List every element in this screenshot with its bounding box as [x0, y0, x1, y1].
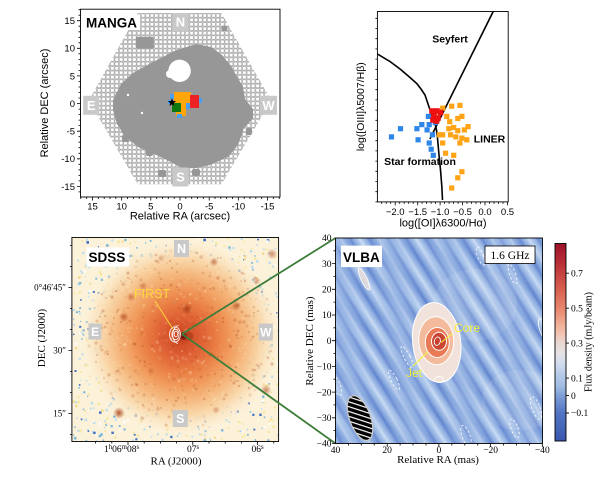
- svg-text:S: S: [176, 412, 184, 426]
- svg-text:07s: 07s: [187, 444, 200, 455]
- svg-text:RA (J2000): RA (J2000): [150, 456, 201, 468]
- svg-text:06s: 06s: [252, 444, 265, 455]
- svg-text:Relative DEC (mas): Relative DEC (mas): [304, 296, 316, 386]
- svg-text:-10: -10: [61, 154, 75, 165]
- svg-text:−0.1: −0.1: [571, 409, 588, 419]
- svg-text:W: W: [262, 98, 275, 113]
- svg-text:-10: -10: [231, 202, 245, 213]
- svg-text:−40: −40: [317, 440, 332, 450]
- svg-text:0.5: 0.5: [501, 207, 514, 218]
- svg-text:E: E: [87, 98, 96, 113]
- svg-text:1h06m08s: 1h06m08s: [104, 444, 139, 455]
- svg-text:S: S: [176, 170, 185, 185]
- svg-text:MANGA: MANGA: [86, 16, 137, 31]
- svg-text:0: 0: [437, 446, 442, 456]
- svg-text:−20: −20: [483, 446, 498, 456]
- svg-text:15: 15: [87, 202, 98, 213]
- svg-text:Jet: Jet: [406, 366, 423, 380]
- svg-text:N: N: [177, 242, 186, 256]
- svg-text:1.6 GHz: 1.6 GHz: [491, 250, 530, 262]
- svg-text:−40: −40: [535, 446, 550, 456]
- svg-text:LINER: LINER: [474, 134, 506, 146]
- svg-text:Star formation: Star formation: [384, 156, 456, 168]
- svg-text:0: 0: [70, 99, 75, 110]
- svg-text:10: 10: [116, 202, 127, 213]
- svg-text:log([OIII]λ5007/Hβ): log([OIII]λ5007/Hβ): [355, 62, 367, 151]
- svg-text:10: 10: [64, 44, 75, 55]
- svg-text:N: N: [176, 15, 185, 30]
- svg-text:0.3: 0.3: [571, 339, 583, 349]
- svg-text:-5: -5: [205, 202, 213, 213]
- svg-text:FIRST: FIRST: [134, 287, 170, 301]
- svg-text:−0.5: −0.5: [453, 207, 472, 218]
- svg-text:0°46′45″: 0°46′45″: [34, 283, 66, 293]
- svg-text:40: 40: [331, 446, 341, 456]
- svg-text:−1.5: −1.5: [408, 207, 427, 218]
- svg-text:30: 30: [322, 260, 332, 270]
- svg-text:0: 0: [177, 202, 182, 213]
- svg-text:15: 15: [64, 16, 75, 27]
- svg-text:0.1: 0.1: [571, 374, 583, 384]
- svg-text:−1.0: −1.0: [431, 207, 450, 218]
- svg-text:-5: -5: [67, 127, 75, 138]
- svg-text:Flux density (mJy/beam): Flux density (mJy/beam): [584, 292, 595, 392]
- svg-text:5: 5: [148, 202, 153, 213]
- svg-text:0: 0: [327, 337, 332, 347]
- svg-text:0.5: 0.5: [571, 304, 583, 314]
- svg-text:−10: −10: [317, 363, 332, 373]
- svg-text:10: 10: [322, 311, 332, 321]
- svg-text:0.0: 0.0: [478, 207, 491, 218]
- svg-text:5: 5: [70, 71, 75, 82]
- svg-text:40: 40: [322, 234, 332, 244]
- svg-text:Seyfert: Seyfert: [432, 34, 468, 46]
- svg-text:E: E: [91, 325, 99, 339]
- svg-text:20: 20: [322, 286, 332, 296]
- svg-text:log([OI]λ6300/Hα): log([OI]λ6300/Hα): [399, 218, 486, 230]
- svg-text:30″: 30″: [53, 346, 66, 356]
- svg-text:0.7: 0.7: [571, 269, 583, 279]
- svg-text:-15: -15: [61, 182, 75, 193]
- svg-text:−2.0: −2.0: [386, 207, 405, 218]
- svg-text:−20: −20: [317, 388, 332, 398]
- svg-text:W: W: [260, 325, 272, 339]
- svg-text:Core: Core: [454, 321, 480, 335]
- svg-text:Relative RA (mas): Relative RA (mas): [397, 454, 479, 466]
- svg-text:SDSS: SDSS: [89, 250, 126, 265]
- svg-text:-15: -15: [261, 202, 275, 213]
- svg-text:Relative RA (arcsec): Relative RA (arcsec): [130, 211, 230, 223]
- svg-text:VLBA: VLBA: [343, 250, 380, 265]
- svg-text:15″: 15″: [53, 409, 66, 419]
- svg-text:Relative DEC (arcsec): Relative DEC (arcsec): [39, 49, 51, 158]
- svg-text:−30: −30: [317, 414, 332, 424]
- svg-text:20: 20: [382, 446, 392, 456]
- svg-text:0: 0: [571, 392, 576, 402]
- svg-text:DEC (J2000): DEC (J2000): [36, 308, 48, 367]
